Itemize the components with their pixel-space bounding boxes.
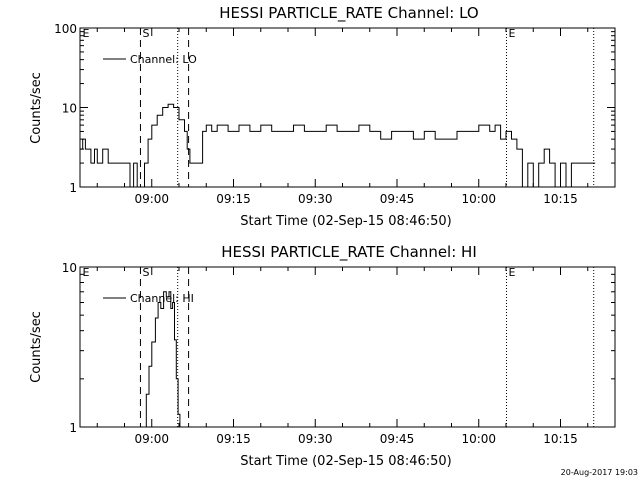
chart-lo-title: HESSI PARTICLE_RATE Channel: LO: [219, 4, 478, 23]
chart-hi-ylabel: Counts/sec: [29, 311, 44, 383]
chart-hi-event-label: S: [142, 266, 149, 279]
chart-lo-y-tick-label: 100: [54, 22, 77, 36]
footer-timestamp: 20-Aug-2017 19:03: [561, 468, 638, 477]
chart-lo-legend-label: Channel: LO: [130, 53, 197, 66]
chart-hi-x-tick-label: 10:15: [543, 432, 578, 446]
chart-hi-plot-frame: [79, 266, 616, 428]
chart-hi-x-tick-label: 09:45: [380, 432, 415, 446]
chart-lo-marks: 1 10 100 09:00 09:15 09:30 09:45 10:00 10:15 E S E: [54, 22, 615, 206]
chart-lo-xlabel: Start Time (02-Sep-15 08:46:50): [240, 214, 451, 229]
chart-lo-x-tick-label: 09:00: [134, 192, 169, 206]
chart-lo-ylabel: Counts/sec: [29, 72, 44, 144]
chart-lo-y-tick-label: 10: [62, 102, 77, 116]
chart-hi-event-label: E: [509, 266, 516, 279]
chart-hi-y-tick-label: 10: [62, 261, 77, 275]
chart-lo-series-line: [80, 103, 596, 188]
chart-lo-x-tick-label: 09:45: [380, 192, 415, 206]
chart-lo-event-label: S: [142, 27, 149, 40]
chart-hi-x-tick-label: 09:15: [216, 432, 251, 446]
chart-lo-event-label: E: [509, 27, 516, 40]
chart-lo: HESSI PARTICLE_RATE Channel: LO Counts/s…: [29, 4, 616, 229]
chart-hi: HESSI PARTICLE_RATE Channel: HI Counts/s…: [29, 243, 616, 469]
chart-lo-plot-frame: [79, 27, 616, 188]
chart-hi-x-tick-label: 10:00: [461, 432, 496, 446]
chart-hi-x-tick-label: 09:00: [134, 432, 169, 446]
chart-lo-x-tick-label: 09:30: [298, 192, 333, 206]
chart-lo-x-tick-label: 10:00: [461, 192, 496, 206]
chart-lo-event-label: E: [83, 27, 90, 40]
chart-lo-x-tick-label: 10:15: [543, 192, 578, 206]
chart-hi-legend-label: Channel: HI: [130, 292, 194, 305]
chart-lo-x-tick-label: 09:15: [216, 192, 251, 206]
chart-hi-series-line: [143, 291, 182, 428]
chart-hi-title: HESSI PARTICLE_RATE Channel: HI: [221, 243, 477, 262]
chart-hi-y-tick-label: 1: [69, 421, 77, 435]
chart-lo-y-tick-label: 1: [69, 181, 77, 195]
chart-hi-event-label: E: [83, 266, 90, 279]
chart-hi-xlabel: Start Time (02-Sep-15 08:46:50): [240, 454, 451, 469]
chart-hi-x-tick-label: 09:30: [298, 432, 333, 446]
chart-hi-marks: 1 10 09:00 09:15 09:30 09:45 10:00 10:15 E S E: [62, 261, 615, 446]
